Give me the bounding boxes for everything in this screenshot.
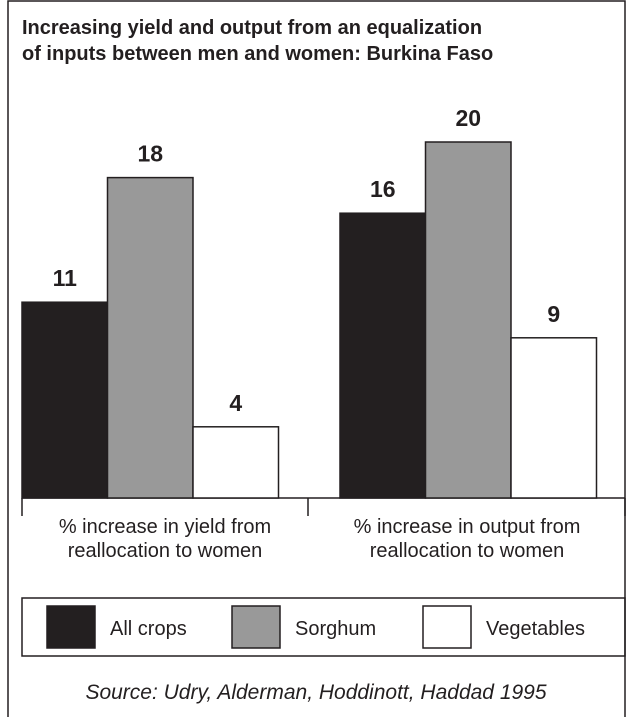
data-label: 20: [455, 105, 481, 131]
x-category-label: % increase in yield from reallocation to…: [58, 516, 272, 562]
x-category-label: % increase in output from reallocation t…: [353, 516, 581, 562]
frame: [7, 0, 626, 717]
legend-swatch: [422, 605, 472, 649]
data-label: 4: [229, 390, 242, 416]
data-label: 18: [137, 141, 163, 167]
source-note: Source: Udry, Alderman, Hoddinott, Hadda…: [85, 681, 546, 704]
legend-label: Sorghum: [295, 618, 376, 640]
legend-label: All crops: [110, 618, 187, 640]
legend-box: [21, 597, 626, 657]
bar: [106, 176, 194, 499]
legend-swatch: [46, 605, 96, 649]
legend-label: Vegetables: [486, 618, 585, 640]
data-label: 11: [53, 265, 78, 291]
bar: [21, 301, 109, 499]
bar: [192, 426, 280, 499]
legend-swatch: [231, 605, 281, 649]
bar: [339, 212, 427, 499]
chart-title: of inputs between men and women: Burkina…: [22, 43, 493, 65]
data-label: 9: [547, 301, 560, 327]
bar: [510, 337, 598, 499]
data-label: 16: [370, 176, 396, 202]
bar: [424, 141, 512, 499]
chart-title: Increasing yield and output from an equa…: [22, 17, 482, 39]
